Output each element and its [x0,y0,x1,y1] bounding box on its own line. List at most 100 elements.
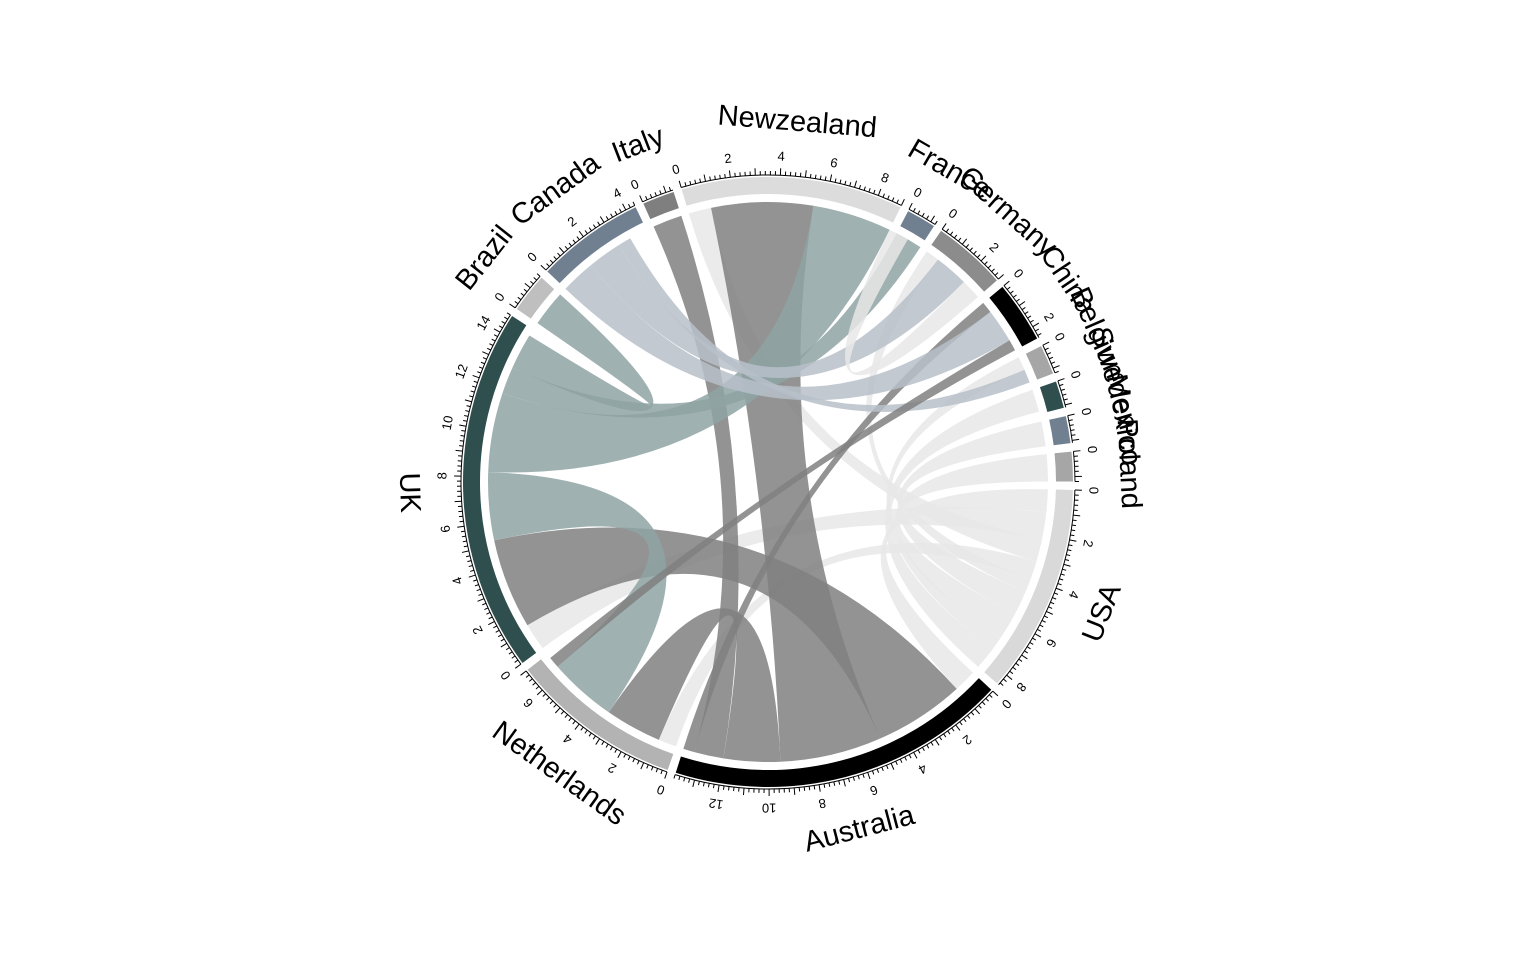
tick-mark [486,612,491,615]
tick-mark [694,179,697,184]
tick-mark [728,786,730,791]
tick-mark [1062,393,1067,396]
tick-mark [455,449,463,452]
tick-mark [714,175,716,180]
tick-mark [683,777,686,782]
tick-mark [654,192,657,197]
tick-mark [605,743,609,748]
ribbon-canada-china [565,265,1010,401]
tick-mark [955,724,961,731]
tick-mark [478,593,483,596]
tick-mark [1063,563,1071,567]
ribbon-usa-belgium [886,357,1025,650]
tick-label: 4 [1066,589,1083,601]
tick-label: 2 [469,624,486,637]
tick-mark [828,782,831,787]
tick-label: 0 [1068,369,1085,381]
tick-mark [511,655,516,659]
tick-label: 2 [986,239,1002,255]
tick-mark [703,174,707,182]
tick-label: 2 [1080,539,1096,549]
tick-mark [876,768,880,773]
tick-mark [987,264,992,269]
tick-mark [468,574,476,578]
tick-mark [535,686,540,690]
tick-mark [863,186,866,191]
tick-label: 0 [999,696,1015,712]
tick-label: 8 [879,169,891,186]
tick-mark [719,174,721,179]
tick-mark [1062,568,1067,571]
tick-mark [488,616,493,620]
axis-uk [460,314,522,665]
tick-mark [462,540,467,543]
tick-mark [984,261,988,265]
sector-band-newzealand [681,177,901,223]
tick-mark [921,747,925,752]
tick-mark [1034,633,1042,638]
tick-mark [963,718,967,723]
tick-mark [1016,298,1020,302]
tick-label: 4 [777,149,785,164]
tick-label: 0 [1052,330,1069,343]
axis-usa [998,490,1076,686]
tick-mark [493,625,498,629]
tick-mark [553,704,557,708]
tick-mark [514,301,519,305]
tick-mark [484,607,489,610]
tick-mark [1029,319,1034,323]
tick-mark [488,621,495,626]
tick-mark [857,775,860,780]
tick-mark [1013,294,1017,298]
tick-mark [574,723,580,730]
tick-mark [498,325,503,329]
tick-mark [965,244,970,248]
ribbon-uk-france [502,233,921,418]
tick-mark [514,659,519,663]
axis-italy [642,189,674,203]
tick-mark [533,277,538,281]
tick-mark [970,711,975,716]
tick-label: 0 [497,668,513,683]
tick-mark [610,213,614,218]
tick-mark [497,634,502,638]
ribbon-australia-netherlands [608,608,781,762]
tick-mark [473,579,478,582]
tick-label: 0 [1011,266,1027,281]
tick-mark [895,760,898,766]
tick-label: 2 [723,151,732,167]
tick-mark [530,280,534,285]
tick-mark [465,410,470,412]
tick-mark [1057,378,1065,382]
tick-mark [1044,347,1049,351]
tick-mark [495,629,500,633]
tick-mark [572,720,576,725]
tick-mark [804,170,807,178]
tick-mark [473,380,478,384]
axis-germany [941,228,999,280]
tick-mark [1024,311,1029,315]
tick-mark [992,690,999,697]
tick-mark [568,242,572,247]
tick-label: 0 [628,176,641,193]
sector-band-canada [547,207,644,284]
tick-label: 6 [1043,636,1060,650]
tick-mark [891,197,895,202]
tick-mark [480,361,485,365]
tick-mark [468,564,473,568]
sector-band-brazil [516,277,555,319]
tick-mark [871,770,875,775]
tick-mark [597,221,601,226]
tick-mark [1052,365,1060,369]
tick-mark [505,647,510,651]
tick-mark [463,545,468,548]
tick-mark [1052,597,1057,600]
ribbon-newzealand-germany [845,229,979,376]
tick-mark [1059,578,1064,581]
sector-band-sweden [1039,381,1064,412]
tick-mark [953,234,958,239]
tick-mark [477,598,485,602]
tick-mark [557,252,561,257]
tick-mark [961,238,968,245]
